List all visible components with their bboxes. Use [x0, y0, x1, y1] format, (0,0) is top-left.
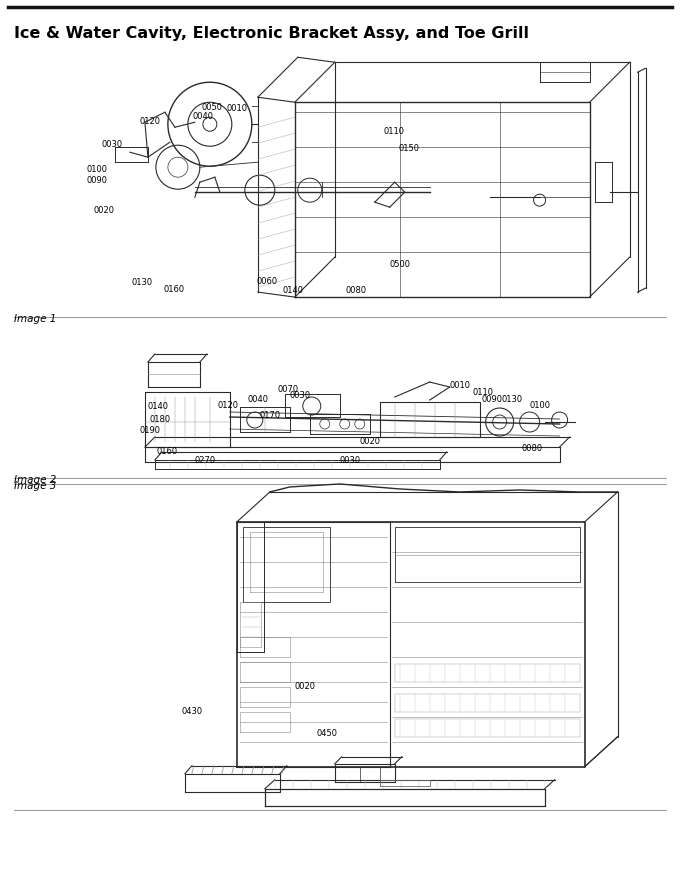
Text: 0170: 0170 — [260, 410, 281, 420]
Text: 0010: 0010 — [449, 380, 471, 390]
Text: 0080: 0080 — [346, 286, 367, 295]
Text: 0040: 0040 — [248, 394, 269, 404]
Text: 0120: 0120 — [218, 400, 239, 409]
Text: 0500: 0500 — [390, 260, 410, 269]
Text: 0030: 0030 — [290, 391, 311, 400]
Text: 0130: 0130 — [132, 278, 153, 287]
Text: 0020: 0020 — [360, 437, 381, 446]
Text: 0020: 0020 — [295, 683, 316, 691]
Text: 0030: 0030 — [102, 140, 123, 149]
Text: 0140: 0140 — [282, 286, 303, 295]
Text: 0130: 0130 — [502, 394, 523, 404]
Text: 0430: 0430 — [182, 707, 203, 716]
Text: 0160: 0160 — [157, 447, 178, 457]
Text: Ice & Water Cavity, Electronic Bracket Assy, and Toe Grill: Ice & Water Cavity, Electronic Bracket A… — [14, 26, 529, 41]
Text: 0120: 0120 — [139, 117, 160, 126]
Text: 0180: 0180 — [150, 415, 171, 423]
Text: 0140: 0140 — [148, 401, 169, 410]
Text: 0010: 0010 — [227, 104, 248, 113]
Text: 0020: 0020 — [93, 206, 114, 214]
Text: 0050: 0050 — [202, 103, 223, 112]
Text: 0110: 0110 — [384, 127, 404, 136]
Text: 0150: 0150 — [399, 144, 420, 153]
Text: Image 3: Image 3 — [14, 481, 56, 491]
Text: 0100: 0100 — [87, 165, 108, 174]
Text: 0040: 0040 — [192, 112, 214, 121]
Text: Image 1: Image 1 — [14, 314, 56, 324]
Text: 0450: 0450 — [317, 729, 338, 738]
Text: 0090: 0090 — [87, 176, 108, 185]
Text: 0030: 0030 — [340, 457, 361, 466]
Text: Image 2: Image 2 — [14, 475, 56, 485]
Text: 0070: 0070 — [278, 385, 299, 393]
Text: 0080: 0080 — [522, 445, 543, 453]
Text: 0160: 0160 — [163, 285, 184, 294]
Text: 0090: 0090 — [481, 394, 503, 404]
Text: 0060: 0060 — [257, 277, 278, 286]
Text: 0100: 0100 — [530, 400, 551, 409]
Text: 0190: 0190 — [140, 425, 161, 435]
Text: 0110: 0110 — [473, 387, 494, 397]
Text: 0270: 0270 — [195, 457, 216, 466]
